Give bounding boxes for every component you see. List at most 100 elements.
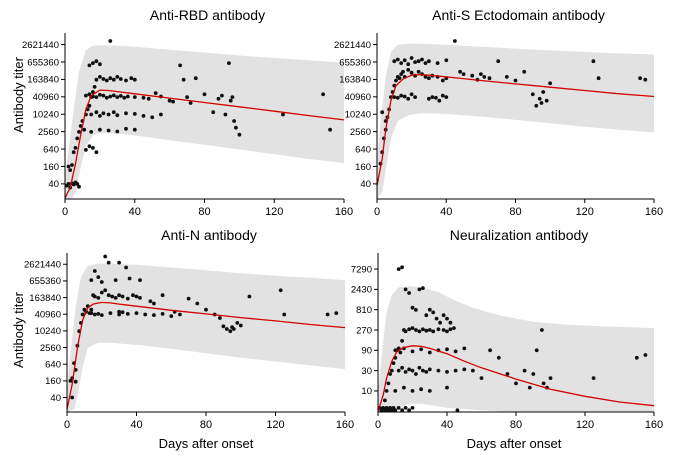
data-point bbox=[380, 110, 385, 115]
data-point bbox=[444, 95, 449, 99]
data-point bbox=[328, 127, 332, 132]
data-point bbox=[414, 308, 418, 312]
data-point bbox=[634, 355, 639, 360]
data-point bbox=[99, 290, 104, 295]
y-tick-label: 10240 bbox=[35, 326, 61, 337]
left-ylabel-bottom: Antibody titer bbox=[11, 291, 26, 368]
data-point bbox=[278, 288, 283, 293]
data-point bbox=[436, 327, 441, 332]
data-point bbox=[638, 76, 642, 81]
chart-title: Neuralization antibody bbox=[450, 227, 589, 243]
data-point bbox=[541, 90, 546, 94]
data-point bbox=[87, 92, 92, 97]
data-point bbox=[395, 95, 400, 100]
data-point bbox=[117, 309, 121, 314]
data-point bbox=[224, 327, 229, 331]
data-point bbox=[410, 305, 415, 310]
data-point bbox=[445, 347, 449, 352]
data-point bbox=[539, 101, 544, 105]
data-point bbox=[392, 95, 397, 99]
data-point bbox=[92, 85, 97, 89]
data-point bbox=[216, 96, 221, 101]
data-point bbox=[530, 92, 535, 97]
data-point bbox=[407, 291, 411, 295]
data-point bbox=[143, 312, 148, 317]
data-point bbox=[416, 69, 421, 74]
data-point bbox=[416, 59, 421, 64]
data-point bbox=[383, 398, 387, 403]
data-point bbox=[91, 61, 95, 65]
data-point bbox=[98, 75, 102, 79]
data-point bbox=[403, 329, 408, 334]
data-point bbox=[430, 95, 435, 99]
chart-title: Anti-RBD antibody bbox=[150, 7, 265, 23]
data-point bbox=[527, 385, 532, 390]
data-point bbox=[111, 110, 116, 115]
x-tick-label: 0 bbox=[375, 419, 381, 431]
data-point bbox=[117, 312, 121, 317]
data-point bbox=[104, 95, 109, 100]
data-point bbox=[448, 327, 453, 332]
data-point bbox=[453, 39, 457, 43]
data-point bbox=[118, 77, 123, 81]
data-point bbox=[171, 99, 176, 104]
data-point bbox=[77, 184, 81, 189]
data-point bbox=[436, 368, 441, 373]
data-point bbox=[388, 372, 392, 376]
data-point bbox=[89, 311, 94, 315]
y-tick-label: 640 bbox=[355, 144, 371, 155]
fit-curve bbox=[377, 345, 655, 412]
data-point bbox=[407, 408, 411, 413]
data-point bbox=[120, 294, 125, 299]
data-point bbox=[438, 320, 442, 325]
data-point bbox=[417, 287, 422, 292]
chart-title: Anti-S Ectodomain antibody bbox=[432, 7, 605, 23]
data-point bbox=[152, 301, 156, 306]
x-tick-label: 0 bbox=[64, 419, 70, 431]
data-point bbox=[462, 346, 467, 351]
chart-panel-4: 10 30 90 270 810 2430 7290 0 40 80 120 160 Neuraliza… bbox=[351, 227, 663, 431]
data-point bbox=[101, 93, 106, 98]
chart-panel-2: 40 160 640 2560 10240 40960 163840 655360 262144… bbox=[334, 7, 663, 218]
x-tick-label: 40 bbox=[440, 206, 452, 218]
x-tick-label: 120 bbox=[576, 206, 594, 218]
data-point bbox=[169, 314, 174, 318]
data-point bbox=[231, 327, 236, 331]
data-point bbox=[195, 301, 200, 306]
data-point bbox=[141, 95, 146, 100]
data-point bbox=[247, 294, 252, 299]
data-point bbox=[103, 288, 108, 293]
confidence-band bbox=[67, 263, 345, 412]
x-tick-label: 80 bbox=[510, 419, 522, 431]
data-point bbox=[131, 293, 135, 298]
data-point bbox=[424, 328, 429, 333]
data-point bbox=[106, 112, 111, 117]
y-tick-label: 655360 bbox=[27, 57, 59, 68]
data-point bbox=[101, 111, 106, 116]
data-point bbox=[400, 339, 404, 343]
x-tick-label: 160 bbox=[645, 419, 663, 431]
data-point bbox=[419, 387, 423, 392]
data-point bbox=[111, 93, 116, 98]
data-point bbox=[98, 127, 102, 132]
data-point bbox=[91, 90, 95, 94]
data-point bbox=[89, 112, 94, 117]
bottom-xlabel-left: Days after onset bbox=[159, 436, 254, 451]
data-point bbox=[235, 321, 240, 325]
data-point bbox=[167, 98, 172, 103]
y-tick-label: 163840 bbox=[29, 293, 61, 304]
data-point bbox=[427, 367, 432, 372]
data-point bbox=[470, 73, 475, 78]
data-point bbox=[417, 329, 422, 334]
data-point bbox=[409, 70, 414, 75]
data-point bbox=[440, 78, 445, 83]
data-point bbox=[406, 62, 411, 67]
y-tick-label: 7290 bbox=[351, 264, 372, 275]
data-point bbox=[91, 146, 95, 150]
data-point bbox=[108, 311, 113, 315]
data-point bbox=[496, 355, 501, 360]
y-tick-label: 90 bbox=[361, 346, 372, 357]
data-point bbox=[89, 307, 94, 312]
